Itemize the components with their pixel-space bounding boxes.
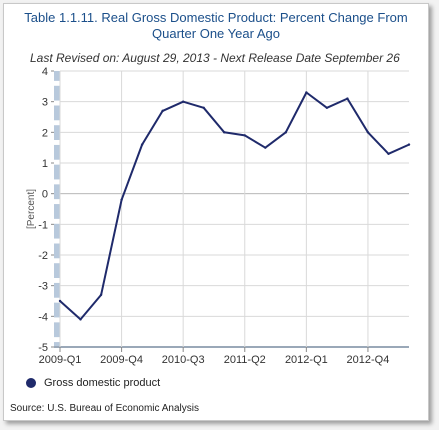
data-point — [79, 318, 82, 321]
x-tick-label: 2011-Q2 — [224, 354, 266, 366]
y-axis-band-dash — [54, 238, 60, 244]
y-axis-band-dash — [54, 218, 60, 224]
x-tick-label: 2012-Q1 — [285, 354, 328, 366]
y-tick-label: 2 — [42, 127, 48, 139]
chart-title: Table 1.1.11. Real Gross Domestic Produc… — [4, 10, 428, 42]
data-point — [305, 91, 308, 94]
data-point — [202, 106, 205, 110]
y-axis-band-dash — [54, 199, 60, 205]
chart-subtitle: Last Revised on: August 29, 2013 - Next … — [30, 51, 400, 65]
data-point — [387, 152, 390, 155]
y-tick-label: 1 — [42, 158, 48, 170]
y-axis-band — [54, 71, 60, 347]
y-axis-band-dash — [54, 159, 60, 165]
series-line-gdp — [59, 91, 410, 321]
y-axis-band-dash — [54, 140, 60, 145]
data-point — [99, 293, 103, 297]
y-axis-band-dash — [54, 337, 60, 343]
data-point — [223, 131, 226, 134]
x-tick-label: 2009-Q4 — [100, 354, 143, 366]
data-point — [181, 100, 185, 103]
source-note: Source: U.S. Bureau of Economic Analysis — [10, 403, 199, 414]
y-axis-band-dash — [54, 100, 60, 106]
data-point — [264, 146, 267, 149]
y-axis-band-dash — [54, 258, 60, 264]
y-axis-title: [Percent] — [26, 189, 37, 229]
y-axis-band-dash — [54, 80, 60, 86]
data-point — [366, 131, 370, 134]
x-tick-label: 2010-Q3 — [162, 354, 205, 366]
chart-legend: Gross domestic product — [26, 377, 160, 389]
y-axis-band-dash — [54, 278, 60, 283]
y-tick-label: -5 — [38, 342, 48, 354]
data-point — [325, 106, 329, 110]
y-tick-label: -3 — [38, 281, 48, 293]
chart-title-line-1: Table 1.1.11. Real Gross Domestic Produc… — [24, 10, 408, 25]
legend-marker-icon — [26, 378, 36, 388]
legend-label: Gross domestic product — [44, 377, 161, 389]
y-tick-label: 3 — [42, 97, 48, 109]
data-point — [161, 109, 164, 113]
data-point — [346, 97, 349, 100]
y-tick-label: 4 — [42, 66, 48, 78]
data-point — [120, 198, 123, 201]
chart-frame: Table 1.1.11. Real Gross Domestic Produc… — [3, 3, 429, 421]
chart-title-line-2: Quarter One Year Ago — [152, 26, 280, 41]
y-axis-band-dash — [54, 120, 60, 126]
y-axis-band-dash — [54, 179, 60, 185]
x-tick-label: 2009-Q1 — [39, 354, 82, 366]
data-point — [58, 299, 62, 303]
data-point — [407, 143, 411, 146]
y-axis-band-dash — [54, 297, 60, 303]
y-tick-label: -4 — [38, 311, 48, 323]
data-point — [140, 143, 144, 146]
y-axis-band-dash — [54, 317, 60, 323]
y-tick-label: -1 — [38, 219, 48, 231]
x-tick-label: 2012-Q4 — [347, 354, 390, 366]
data-point — [243, 134, 246, 137]
data-point — [284, 131, 288, 134]
y-tick-label: 0 — [42, 189, 48, 201]
y-tick-label: -2 — [38, 250, 48, 262]
